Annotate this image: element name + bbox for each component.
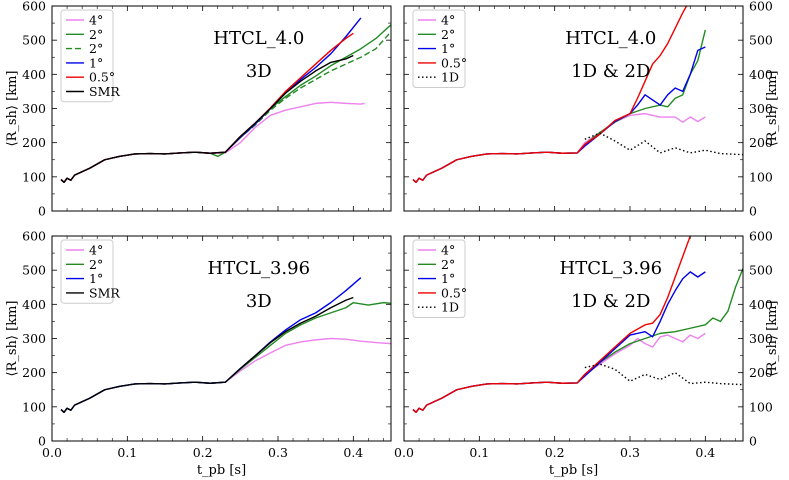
legend-label: 2° xyxy=(89,41,103,56)
y-tick-label: 300 xyxy=(22,101,46,116)
x-tick-label: 0.1 xyxy=(117,445,137,460)
x-tick-label: 0.4 xyxy=(695,445,715,460)
legend-label: 4° xyxy=(89,243,103,258)
panel-bottom-left: 0.0 0.1 0.2 0.3 0.4 0 100 200 300 400 500 600 ⟨R_sh⟩… xyxy=(5,229,392,478)
y-tick-label: 0 xyxy=(38,204,46,219)
series-group xyxy=(412,236,743,413)
legend-label: 2° xyxy=(441,257,455,272)
y-axis-label: ⟨R_sh⟩ [km] xyxy=(5,71,20,147)
y-tick-label: 0 xyxy=(749,434,757,449)
y-tick-label: 600 xyxy=(22,0,46,14)
series-line-0 xyxy=(412,112,706,183)
y-tick-label: 600 xyxy=(749,229,773,244)
legend-label: 0.5° xyxy=(441,55,467,70)
y-tick-label: 400 xyxy=(22,297,46,312)
legend-label: 1° xyxy=(89,271,103,286)
series-line-1 xyxy=(60,301,391,413)
panel-subtitle: 1D & 2D xyxy=(571,61,650,82)
x-tick-label: 0.3 xyxy=(620,445,640,460)
x-tick-label: 0.2 xyxy=(193,445,213,460)
series-line-0 xyxy=(60,337,391,413)
y-tick-label: 100 xyxy=(749,399,773,414)
y-tick-label: 300 xyxy=(749,101,773,116)
panel-title: HTCL_3.96 xyxy=(560,258,663,279)
panel-title: HTCL_4.0 xyxy=(213,28,304,49)
x-tick-label: 0.0 xyxy=(394,445,414,460)
x-tick-label: 0.1 xyxy=(469,445,489,460)
panel-bottom-right: 0.0 0.1 0.2 0.3 0.4 0 100 200 300 400 500 600 ⟨R_sh⟩… xyxy=(394,229,780,479)
legend-box xyxy=(412,9,466,88)
series-line-3 xyxy=(412,6,688,183)
legend-box xyxy=(60,9,114,103)
y-tick-label: 100 xyxy=(22,399,46,414)
legend-label: 0.5° xyxy=(441,285,467,300)
y-tick-label: 0 xyxy=(38,434,46,449)
y-tick-label: 200 xyxy=(749,135,773,150)
x-axis-label: t_pb [s] xyxy=(549,463,598,478)
y-tick-label: 300 xyxy=(22,331,46,346)
y-axis-label: ⟨R_sh⟩ [km] xyxy=(5,301,20,377)
legend-label: 2° xyxy=(89,257,103,272)
y-tick-label: 100 xyxy=(22,169,46,184)
y-tick-label: 500 xyxy=(749,263,773,278)
legend-label: 4° xyxy=(441,243,455,258)
y-tick-label: 500 xyxy=(22,263,46,278)
legend-label: SMR xyxy=(89,84,120,99)
legend-label: 4° xyxy=(441,13,455,28)
x-tick-label: 0.0 xyxy=(42,445,62,460)
y-tick-label: 300 xyxy=(749,331,773,346)
legend-label: 1D xyxy=(441,300,459,315)
y-tick-label: 600 xyxy=(22,229,46,244)
legend-label: SMR xyxy=(89,285,120,300)
panel-subtitle: 3D xyxy=(246,61,272,82)
y-tick-label: 600 xyxy=(749,0,773,14)
series-line-3 xyxy=(412,236,691,413)
y-tick-label: 200 xyxy=(22,135,46,150)
x-axis-label: t_pb [s] xyxy=(197,463,246,478)
x-tick-label: 0.4 xyxy=(343,445,363,460)
y-tick-label: 500 xyxy=(749,33,773,48)
series-line-0 xyxy=(60,101,365,183)
legend-label: 4° xyxy=(89,13,103,28)
series-group xyxy=(60,277,391,413)
y-tick-label: 400 xyxy=(749,297,773,312)
y-tick-label: 200 xyxy=(749,365,773,380)
legend-box xyxy=(60,239,114,304)
x-tick-label: 0.3 xyxy=(268,445,288,460)
legend-label: 1° xyxy=(441,41,455,56)
series-line-4 xyxy=(584,132,743,156)
legend-label: 1D xyxy=(441,70,459,85)
series-line-3 xyxy=(60,296,354,413)
x-tick-label: 0.2 xyxy=(545,445,565,460)
y-tick-label: 500 xyxy=(22,33,46,48)
y-axis-label: ⟨R_sh⟩ [km] xyxy=(765,71,780,147)
y-tick-label: 100 xyxy=(749,169,773,184)
panel-title: HTCL_3.96 xyxy=(208,258,311,279)
legend-label: 1° xyxy=(441,271,455,286)
panel-subtitle: 3D xyxy=(246,291,272,312)
panel-top-right: 0 100 200 300 400 500 600 ⟨R_sh⟩ [km] HTCL_4.0 1D… xyxy=(403,0,780,219)
y-tick-label: 0 xyxy=(749,204,757,219)
legend-box xyxy=(412,239,466,318)
series-line-0 xyxy=(412,332,706,413)
series-line-4 xyxy=(584,363,743,386)
legend-label: 0.5° xyxy=(89,70,115,85)
series-line-5 xyxy=(60,54,354,183)
legend-label: 1° xyxy=(89,55,103,70)
y-tick-label: 200 xyxy=(22,365,46,380)
panel-subtitle: 1D & 2D xyxy=(571,291,650,312)
y-tick-label: 400 xyxy=(749,67,773,82)
series-line-2 xyxy=(224,31,391,153)
y-tick-label: 400 xyxy=(22,67,46,82)
y-axis-label: ⟨R_sh⟩ [km] xyxy=(765,301,780,377)
panel-top-left: 0 100 200 300 400 500 600 ⟨R_sh⟩ [km] HTCL_4.0 3D… xyxy=(5,0,392,219)
legend-label: 2° xyxy=(89,27,103,42)
series-group xyxy=(412,6,743,183)
legend-label: 2° xyxy=(441,27,455,42)
series-group xyxy=(60,17,391,183)
panel-title: HTCL_4.0 xyxy=(565,28,656,49)
